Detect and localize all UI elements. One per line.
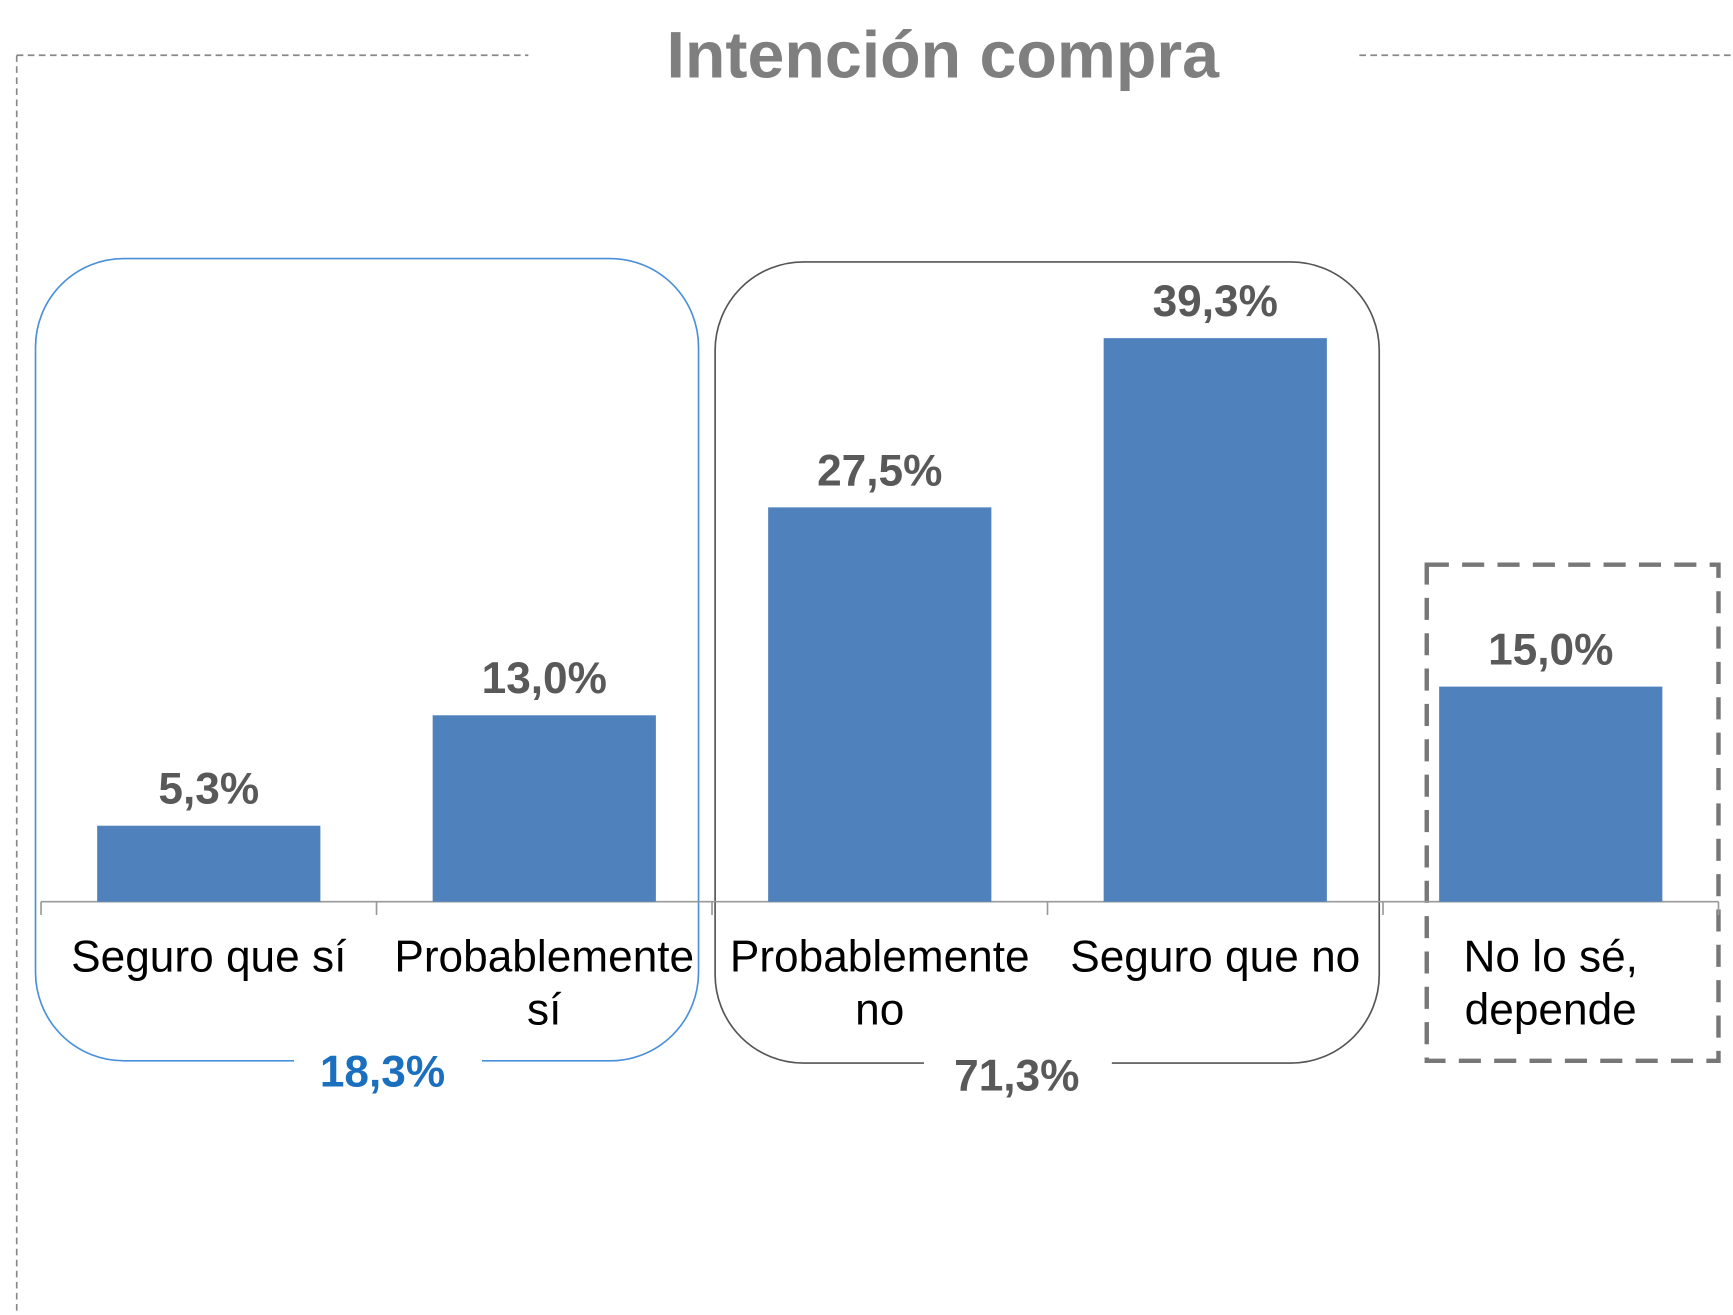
x-tick-label-box: No lo sé, depende <box>1463 932 1638 1035</box>
x-tick-label-box: Probablemente sí <box>394 932 695 1035</box>
x-tick-label-box: Seguro que no <box>1070 932 1361 982</box>
x-tick-label: Seguro que no <box>1070 932 1361 982</box>
label-gap <box>294 1044 482 1094</box>
label-gap <box>923 1047 1112 1098</box>
group-total: 71,3% <box>954 1052 1079 1101</box>
value-label: 13,0% <box>482 654 607 703</box>
bar <box>768 507 992 902</box>
x-tick-label-box: Seguro que sí <box>71 932 347 982</box>
x-tick-label-box: Probablemente no <box>729 932 1030 1035</box>
bar <box>1103 338 1327 902</box>
x-tick-label: Probablemente sí <box>394 932 695 1035</box>
bar <box>432 715 656 902</box>
value-label: 15,0% <box>1488 626 1613 675</box>
x-tick-label: No lo sé, depende <box>1463 932 1638 1035</box>
value-label: 27,5% <box>817 446 942 495</box>
group-total: 18,3% <box>320 1047 445 1096</box>
chart-title: Intención compra <box>666 18 1220 92</box>
x-tick-label: Seguro que sí <box>71 932 347 982</box>
bar <box>97 825 321 902</box>
value-label: 39,3% <box>1153 277 1278 326</box>
bar <box>1439 686 1663 902</box>
value-label: 5,3% <box>158 765 259 814</box>
x-tick-label: Probablemente no <box>729 932 1030 1035</box>
group-box <box>1424 562 1721 1064</box>
